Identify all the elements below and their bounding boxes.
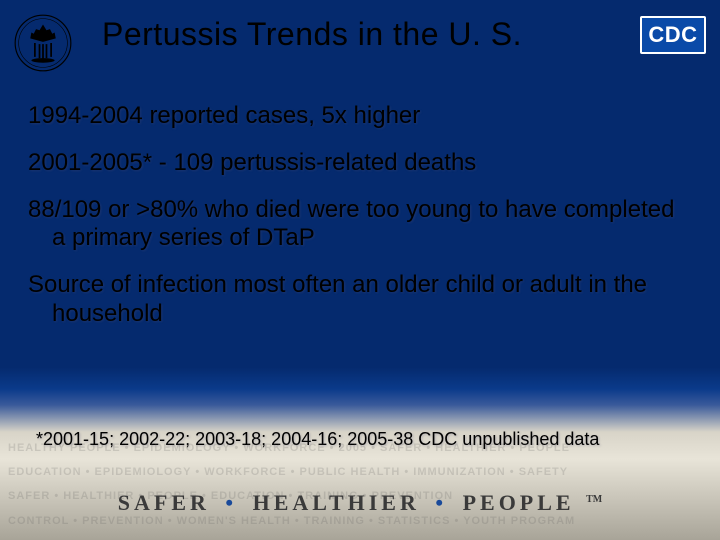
- slide-header: Pertussis Trends in the U. S. CDC: [0, 0, 720, 80]
- cdc-logo-icon: CDC: [640, 16, 706, 54]
- slide-title: Pertussis Trends in the U. S.: [72, 12, 640, 53]
- footer-word-safer: SAFER: [118, 490, 210, 515]
- footer-tagline: SAFER • HEALTHIER • PEOPLE TM: [0, 490, 720, 516]
- footer-word-people: PEOPLE: [463, 490, 575, 515]
- bullet-4: Source of infection most often an older …: [28, 271, 692, 329]
- hhs-logo-icon: [14, 14, 72, 72]
- slide-content: 1994-2004 reported cases, 5x higher 2001…: [0, 80, 720, 329]
- footer-word-healthier: HEALTHIER: [253, 490, 420, 515]
- bullet-1: 1994-2004 reported cases, 5x higher: [28, 102, 692, 131]
- bg-line: COMMUNITY PARTNERSHIPS • PREVENTION • PR…: [0, 533, 720, 540]
- trademark-symbol: TM: [586, 494, 602, 505]
- bullet-2: 2001-2005* - 109 pertussis-related death…: [28, 149, 692, 178]
- bg-line: EDUCATION • EPIDEMIOLOGY • WORKFORCE • P…: [0, 460, 720, 484]
- footnote-text: *2001-15; 2002-22; 2003-18; 2004-16; 200…: [36, 429, 684, 450]
- bullet-dot-icon: •: [225, 490, 237, 515]
- bullet-dot-icon: •: [435, 490, 447, 515]
- bullet-3: 88/109 or >80% who died were too young t…: [28, 196, 692, 254]
